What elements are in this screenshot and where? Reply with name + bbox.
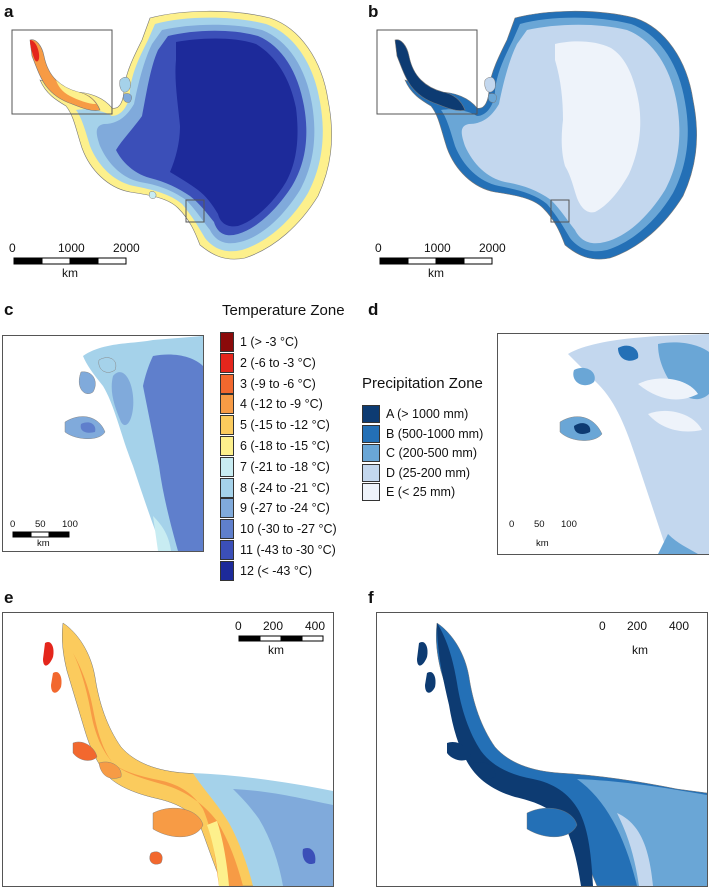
legend-swatch [362, 463, 380, 482]
scale-unit-label: km [268, 643, 284, 657]
temperature-legend-item: 7 (-21 to -18 °C) [220, 456, 330, 477]
legend-label: 7 (-21 to -18 °C) [240, 459, 330, 474]
scale-tick-label: 2000 [479, 241, 506, 255]
panel-label-e: e [4, 588, 14, 607]
scalebar-continent-a [13, 257, 127, 265]
legend-swatch [220, 540, 234, 560]
scale-tick-label: 0 [375, 241, 382, 255]
scale-tick-label: 200 [263, 619, 284, 633]
precipitation-inset-map [497, 333, 709, 555]
temperature-legend-item: 8 (-24 to -21 °C) [220, 477, 330, 498]
legend-label: 11 (-43 to -30 °C) [240, 543, 336, 557]
legend-swatch [220, 373, 234, 394]
panel-label-d: d [368, 300, 379, 319]
temperature-legend-item: 10 (-30 to -27 °C) [220, 519, 337, 540]
precipitation-legend-item: A (> 1000 mm) [362, 405, 468, 423]
scale-unit-label: km [632, 643, 648, 657]
legend-swatch [220, 332, 234, 352]
legend-label: C (200-500 mm) [386, 446, 477, 460]
legend-label: 5 (-15 to -12 °C) [240, 418, 330, 433]
scale-tick-label: 2000 [113, 241, 140, 255]
temperature-legend-item: 4 (-12 to -9 °C) [220, 394, 323, 415]
scale-unit-label: km [428, 266, 444, 280]
precip-zone-e-area [555, 41, 641, 213]
temperature-legend-item: 2 (-6 to -3 °C) [220, 352, 316, 373]
legend-label: A (> 1000 mm) [386, 407, 469, 421]
precipitation-legend-title: Precipitation Zone [362, 375, 483, 392]
legend-label: E (< 25 mm) [386, 485, 456, 499]
temperature-legend-item: 1 (> -3 °C) [220, 332, 298, 352]
legend-label: 2 (-6 to -3 °C) [240, 355, 316, 370]
panel-label-b: b [368, 2, 379, 21]
legend-label: 1 (> -3 °C) [240, 335, 299, 349]
legend-label: D (25-200 mm) [386, 465, 471, 480]
temp-zone-12-area [170, 38, 298, 227]
precipitation-peninsula-map [376, 612, 708, 887]
precipitation-legend-item: C (200-500 mm) [362, 444, 477, 462]
legend-label: 9 (-27 to -24 °C) [240, 501, 330, 516]
panel-label-c: c [4, 300, 14, 319]
temperature-legend-title: Temperature Zone [222, 302, 345, 319]
scale-unit-label: km [536, 538, 549, 549]
legend-swatch [220, 394, 234, 415]
legend-swatch [220, 456, 234, 477]
scale-tick-label: 0 [509, 519, 515, 530]
temperature-peninsula-map [2, 612, 334, 887]
temperature-legend-item: 3 (-9 to -6 °C) [220, 373, 316, 394]
legend-label: 6 (-18 to -15 °C) [240, 439, 330, 453]
precipitation-legend-item: D (25-200 mm) [362, 463, 471, 482]
legend-swatch [220, 477, 234, 498]
scale-tick-label: 100 [62, 519, 78, 530]
peninsula-area-b [394, 39, 466, 111]
legend-label: 12 (< -43 °C) [240, 563, 313, 578]
scale-tick-label: 1000 [424, 241, 451, 255]
precipitation-legend-item: B (500-1000 mm) [362, 424, 484, 443]
legend-label: 8 (-24 to -21 °C) [240, 480, 330, 495]
scale-unit-label: km [62, 266, 78, 280]
legend-label: 4 (-12 to -9 °C) [240, 397, 323, 412]
legend-swatch [220, 519, 234, 540]
legend-swatch [362, 483, 380, 501]
temperature-legend-item: 5 (-15 to -12 °C) [220, 415, 330, 436]
legend-swatch [220, 560, 234, 581]
temperature-inset-map [2, 335, 204, 552]
scale-tick-label: 0 [235, 619, 242, 633]
scale-tick-label: 0 [9, 241, 16, 255]
scale-tick-label: 50 [35, 519, 46, 530]
legend-label: 3 (-9 to -6 °C) [240, 376, 316, 391]
panel-label-f: f [368, 588, 374, 607]
scale-tick-label: 0 [10, 519, 16, 530]
scale-tick-label: 400 [669, 619, 690, 633]
temperature-legend-item: 11 (-43 to -30 °C) [220, 540, 336, 560]
legend-swatch [362, 424, 380, 443]
temperature-legend-item: 6 (-18 to -15 °C) [220, 436, 330, 456]
scale-tick-label: 50 [534, 519, 545, 530]
legend-swatch [220, 352, 234, 373]
temperature-legend-item: 12 (< -43 °C) [220, 560, 313, 581]
panel-label-a: a [4, 2, 14, 21]
scale-tick-label: 200 [627, 619, 648, 633]
scalebar-continent-b [379, 257, 493, 265]
legend-label: B (500-1000 mm) [386, 426, 484, 441]
scale-tick-label: 0 [599, 619, 606, 633]
precipitation-legend-item: E (< 25 mm) [362, 483, 455, 501]
legend-swatch [362, 405, 380, 423]
legend-swatch [220, 415, 234, 436]
scale-tick-label: 400 [305, 619, 326, 633]
legend-swatch [220, 436, 234, 456]
scale-tick-label: 100 [561, 519, 577, 530]
legend-swatch [362, 444, 380, 462]
temperature-legend-item: 9 (-27 to -24 °C) [220, 498, 330, 519]
scale-tick-label: 1000 [58, 241, 85, 255]
scale-unit-label: km [37, 538, 50, 549]
legend-label: 10 (-30 to -27 °C) [240, 522, 337, 537]
legend-swatch [220, 498, 234, 519]
